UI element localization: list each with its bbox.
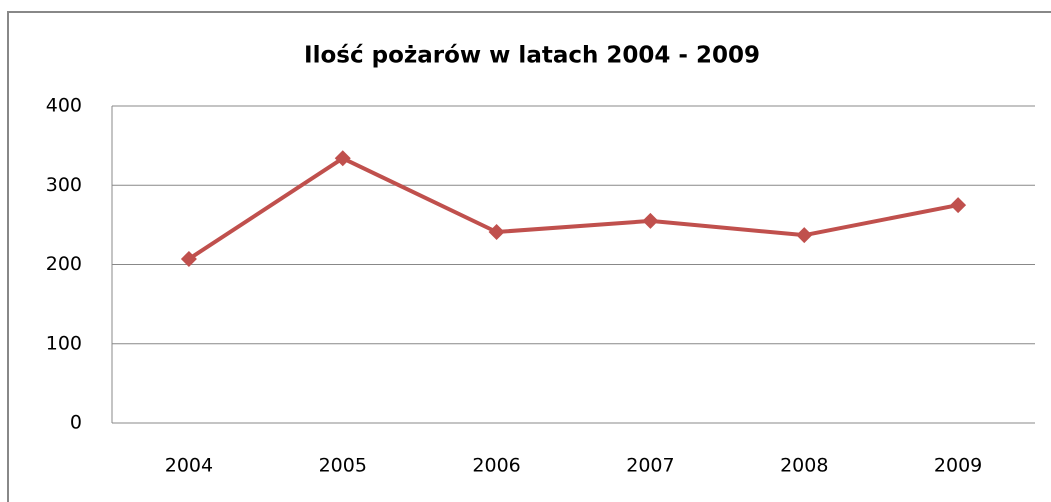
marker [180,250,197,267]
x-tick-label: 2009 [934,455,982,477]
x-tick-label: 2006 [472,455,520,477]
chart-title: Ilość pożarów w latach 2004 - 2009 [304,43,760,69]
marker [642,212,659,229]
x-tick-label: 2004 [165,455,213,477]
chart-frame [7,11,1051,502]
marker [334,150,351,167]
x-tick-label: 2007 [626,455,674,477]
marker [488,224,505,241]
x-tick-label: 2005 [319,455,367,477]
marker [950,197,967,214]
y-tick-label: 200 [46,253,82,275]
x-tick-label: 2008 [780,455,828,477]
y-tick-label: 400 [46,95,82,117]
y-tick-label: 0 [70,412,82,434]
marker [796,227,813,244]
y-tick-label: 100 [46,332,82,354]
line [187,156,959,261]
y-tick-label: 300 [46,174,82,196]
